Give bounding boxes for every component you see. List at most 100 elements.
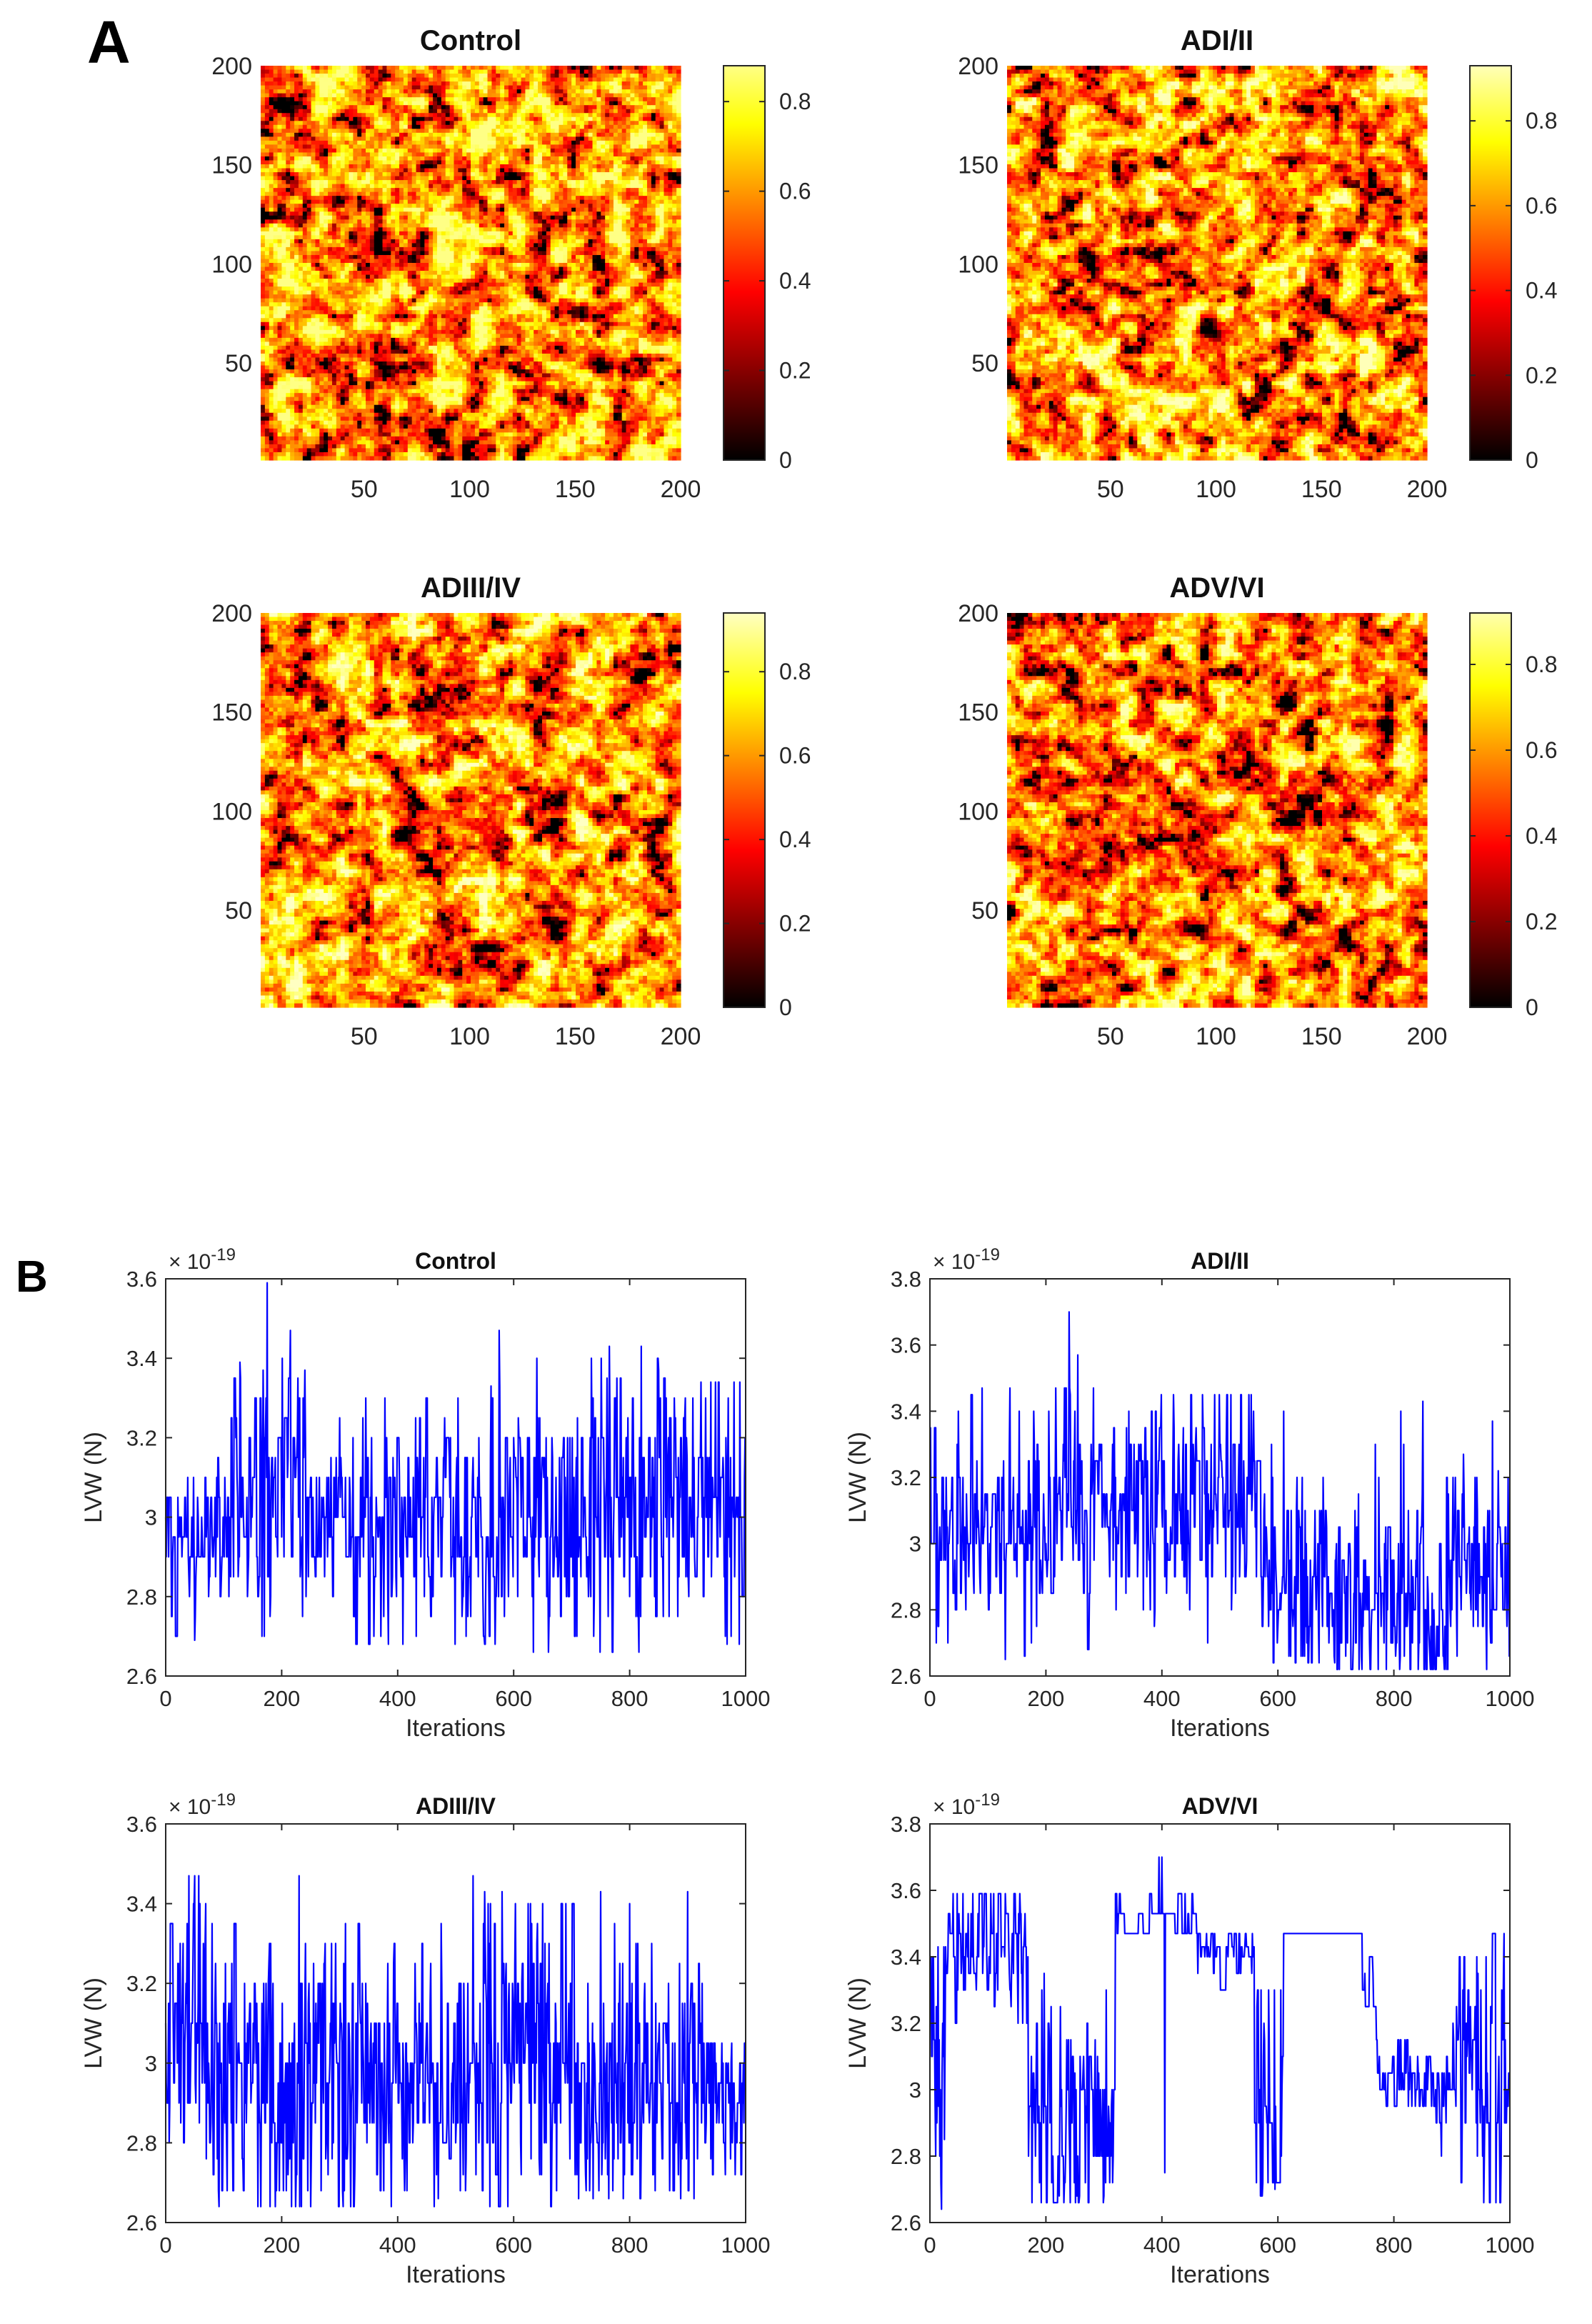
linechart-trace-control: Control× 10-190 200 400 600 800 10002.62.833.… [80, 1245, 770, 1742]
trace-control-xtick-600: 600 [495, 1686, 532, 1711]
linechart-trace-adiii-iv: ADIII/IV× 10-190 200 400 600 800 10002.62.833… [80, 1790, 770, 2288]
trace-adiii-iv-title: ADIII/IV [416, 1793, 496, 1819]
map-adiii-iv-cbtick-0.2: 0.2 [779, 911, 811, 937]
trace-adv-vi-ytick-6: 3.8 [891, 1812, 921, 1837]
map-adv-vi-xtick-50: 50 [1097, 1023, 1124, 1050]
map-adiii-iv-xtick-50: 50 [351, 1023, 378, 1050]
trace-adiii-iv-ytick-4: 3.4 [126, 1892, 157, 1917]
trace-adiii-iv-xtick-600: 600 [495, 2233, 532, 2258]
trace-adiii-iv-exponent: × 10-19 [169, 1790, 236, 1819]
map-control-ytick-200: 200 [211, 53, 252, 80]
trace-control-ytick-0: 2.6 [126, 1664, 157, 1689]
map-control-colorbar: 00.20.40.60.8 [724, 66, 811, 473]
map-adi-ii-colorbar-scale [1470, 66, 1511, 460]
map-adi-ii-xtick-100: 100 [1196, 476, 1236, 503]
map-control-cbtick-0.6: 0.6 [779, 179, 811, 204]
figure: A B Control50 100 150 2005010015020000.20.4… [0, 0, 1592, 2324]
trace-adiii-iv-ytick-0: 2.6 [126, 2210, 157, 2235]
map-control-cbtick-0: 0 [779, 447, 792, 473]
map-adiii-iv-colorbar: 00.20.40.60.8 [724, 613, 811, 1020]
map-control-field [261, 66, 681, 461]
trace-adv-vi-ylabel: LVW (N) [844, 1978, 871, 2069]
map-adiii-iv-xtick-150: 150 [555, 1023, 596, 1050]
linechart-trace-adi-ii: ADI/II× 10-190 200 400 600 800 10002.62.833.2… [844, 1245, 1534, 1742]
trace-adiii-iv-ylabel: LVW (N) [80, 1978, 107, 2069]
map-adv-vi-xtick-200: 200 [1407, 1023, 1448, 1050]
map-adi-ii-field [1007, 66, 1428, 461]
map-adv-vi-cbtick-0.6: 0.6 [1526, 737, 1557, 763]
trace-adi-ii-xtick-1000: 1000 [1486, 1686, 1535, 1711]
trace-adv-vi-exponent: × 10-19 [933, 1790, 1000, 1819]
trace-adv-vi-xtick-0: 0 [923, 2233, 936, 2258]
map-adv-vi-colorbar: 00.20.40.60.8 [1470, 613, 1557, 1020]
map-adiii-iv-cbtick-0.4: 0.4 [779, 827, 811, 852]
trace-adv-vi-xtick-400: 400 [1143, 2233, 1181, 2258]
map-adiii-iv-xtick-100: 100 [449, 1023, 490, 1050]
map-adiii-iv-field [261, 613, 681, 1008]
trace-adv-vi-xtick-1000: 1000 [1486, 2233, 1535, 2258]
map-adiii-iv-ytick-50: 50 [225, 897, 252, 924]
map-adv-vi-xtick-100: 100 [1196, 1023, 1236, 1050]
trace-control-xtick-0: 0 [159, 1686, 171, 1711]
trace-control-xtick-400: 400 [379, 1686, 416, 1711]
trace-adv-vi-title: ADV/VI [1182, 1793, 1258, 1819]
map-adi-ii-cbtick-0.6: 0.6 [1526, 193, 1557, 219]
trace-adiii-iv-xtick-200: 200 [264, 2233, 301, 2258]
trace-adi-ii-ytick-2: 3 [909, 1532, 921, 1557]
trace-adv-vi-ytick-1: 2.8 [891, 2144, 921, 2169]
map-control-colorbar-scale [724, 66, 765, 460]
map-control-xtick-100: 100 [449, 476, 490, 503]
map-control-xtick-200: 200 [661, 476, 701, 503]
trace-control-xtick-200: 200 [264, 1686, 301, 1711]
map-adv-vi-cbtick-0: 0 [1526, 994, 1538, 1020]
trace-adiii-iv-xtick-400: 400 [379, 2233, 416, 2258]
map-adiii-iv-cbtick-0.6: 0.6 [779, 743, 811, 769]
trace-adiii-iv-ytick-1: 2.8 [126, 2130, 157, 2155]
trace-control-series-line [166, 1283, 746, 1652]
map-adv-vi-xtick-150: 150 [1301, 1023, 1342, 1050]
trace-adi-ii-title: ADI/II [1191, 1248, 1249, 1274]
map-adv-vi-cbtick-0.2: 0.2 [1526, 909, 1557, 934]
trace-adi-ii-xtick-400: 400 [1143, 1686, 1181, 1711]
map-adi-ii-title: ADI/II [1181, 25, 1253, 56]
trace-adv-vi-ytick-0: 2.6 [891, 2210, 921, 2235]
trace-adi-ii-ytick-0: 2.6 [891, 1664, 921, 1689]
map-control-xtick-150: 150 [555, 476, 596, 503]
trace-adi-ii-series-line [930, 1312, 1510, 1669]
map-adi-ii-colorbar: 00.20.40.60.8 [1470, 66, 1557, 473]
map-adv-vi-ytick-150: 150 [958, 699, 998, 727]
trace-control-ytick-1: 2.8 [126, 1585, 157, 1610]
trace-adi-ii-ytick-4: 3.4 [891, 1399, 921, 1424]
map-adv-vi-ytick-100: 100 [958, 798, 998, 825]
map-adi-ii-cbtick-0: 0 [1526, 447, 1538, 473]
trace-adv-vi-ytick-2: 3 [909, 2078, 921, 2103]
trace-control-xtick-1000: 1000 [721, 1686, 771, 1711]
map-adiii-iv-cbtick-0.8: 0.8 [779, 659, 811, 684]
map-adiii-iv-title: ADIII/IV [421, 572, 521, 604]
trace-adiii-iv-xlabel: Iterations [406, 2261, 506, 2288]
trace-adv-vi-ytick-4: 3.4 [891, 1945, 921, 1970]
linechart-trace-adv-vi: ADV/VI× 10-190 200 400 600 800 10002.62.833.2… [844, 1790, 1534, 2288]
trace-adv-vi-xtick-800: 800 [1376, 2233, 1413, 2258]
trace-adi-ii-exponent: × 10-19 [933, 1245, 1000, 1274]
trace-adv-vi-series-line [930, 1857, 1510, 2210]
map-control-ytick-50: 50 [225, 350, 252, 377]
map-adv-vi-ytick-200: 200 [958, 600, 998, 627]
trace-adiii-iv-ytick-5: 3.6 [126, 1812, 157, 1837]
map-adiii-iv-xtick-200: 200 [661, 1023, 701, 1050]
map-adi-ii-xtick-50: 50 [1097, 476, 1124, 503]
trace-control-exponent: × 10-19 [169, 1245, 236, 1274]
trace-adiii-iv-xtick-1000: 1000 [721, 2233, 771, 2258]
trace-adv-vi-xtick-200: 200 [1028, 2233, 1065, 2258]
trace-adiii-iv-xtick-800: 800 [611, 2233, 649, 2258]
trace-adi-ii-ytick-1: 2.8 [891, 1597, 921, 1622]
trace-control-ytick-3: 3.2 [126, 1425, 157, 1450]
trace-adi-ii-ytick-6: 3.8 [891, 1267, 921, 1292]
trace-adv-vi-ytick-3: 3.2 [891, 2011, 921, 2036]
map-adv-vi-field [1007, 613, 1428, 1008]
map-adv-vi-cbtick-0.4: 0.4 [1526, 823, 1557, 849]
